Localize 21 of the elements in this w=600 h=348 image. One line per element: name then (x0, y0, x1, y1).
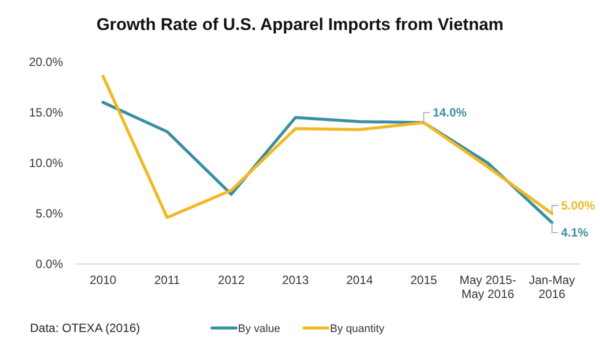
x-tick-label: May 2015- May 2016 (460, 273, 516, 301)
y-tick-label: 0.0% (36, 257, 64, 271)
x-tick-label: 2010 (90, 273, 117, 287)
y-tick-label: 20.0% (28, 55, 64, 69)
x-tick-label: 2015 (410, 273, 438, 287)
legend-label: By quantity (330, 323, 385, 335)
y-tick-label: 10.0% (28, 156, 64, 170)
line-series (102, 74, 554, 220)
legend-label: By value (238, 323, 280, 335)
text: Data: OTEXA (2016) (30, 321, 140, 335)
x-tick-label: 2011 (154, 273, 180, 287)
y-tick-label: 5.0% (36, 206, 64, 220)
x-tick-label: 2012 (218, 273, 245, 287)
x-tick-label: 2014 (346, 273, 374, 287)
data-label: 5.00% (561, 198, 596, 212)
data-label: 4.1% (561, 226, 589, 240)
x-tick-label: Jan-May 2016 (528, 273, 576, 301)
data-label: 14.0% (432, 106, 468, 120)
chart-title: Growth Rate of U.S. Apparel Imports from Vietnam (96, 15, 504, 34)
y-tick-label: 15.0% (28, 106, 64, 120)
x-tick-label: 2013 (282, 273, 310, 287)
